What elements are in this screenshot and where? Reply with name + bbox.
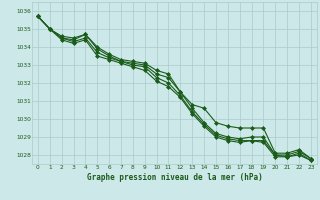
- X-axis label: Graphe pression niveau de la mer (hPa): Graphe pression niveau de la mer (hPa): [86, 173, 262, 182]
